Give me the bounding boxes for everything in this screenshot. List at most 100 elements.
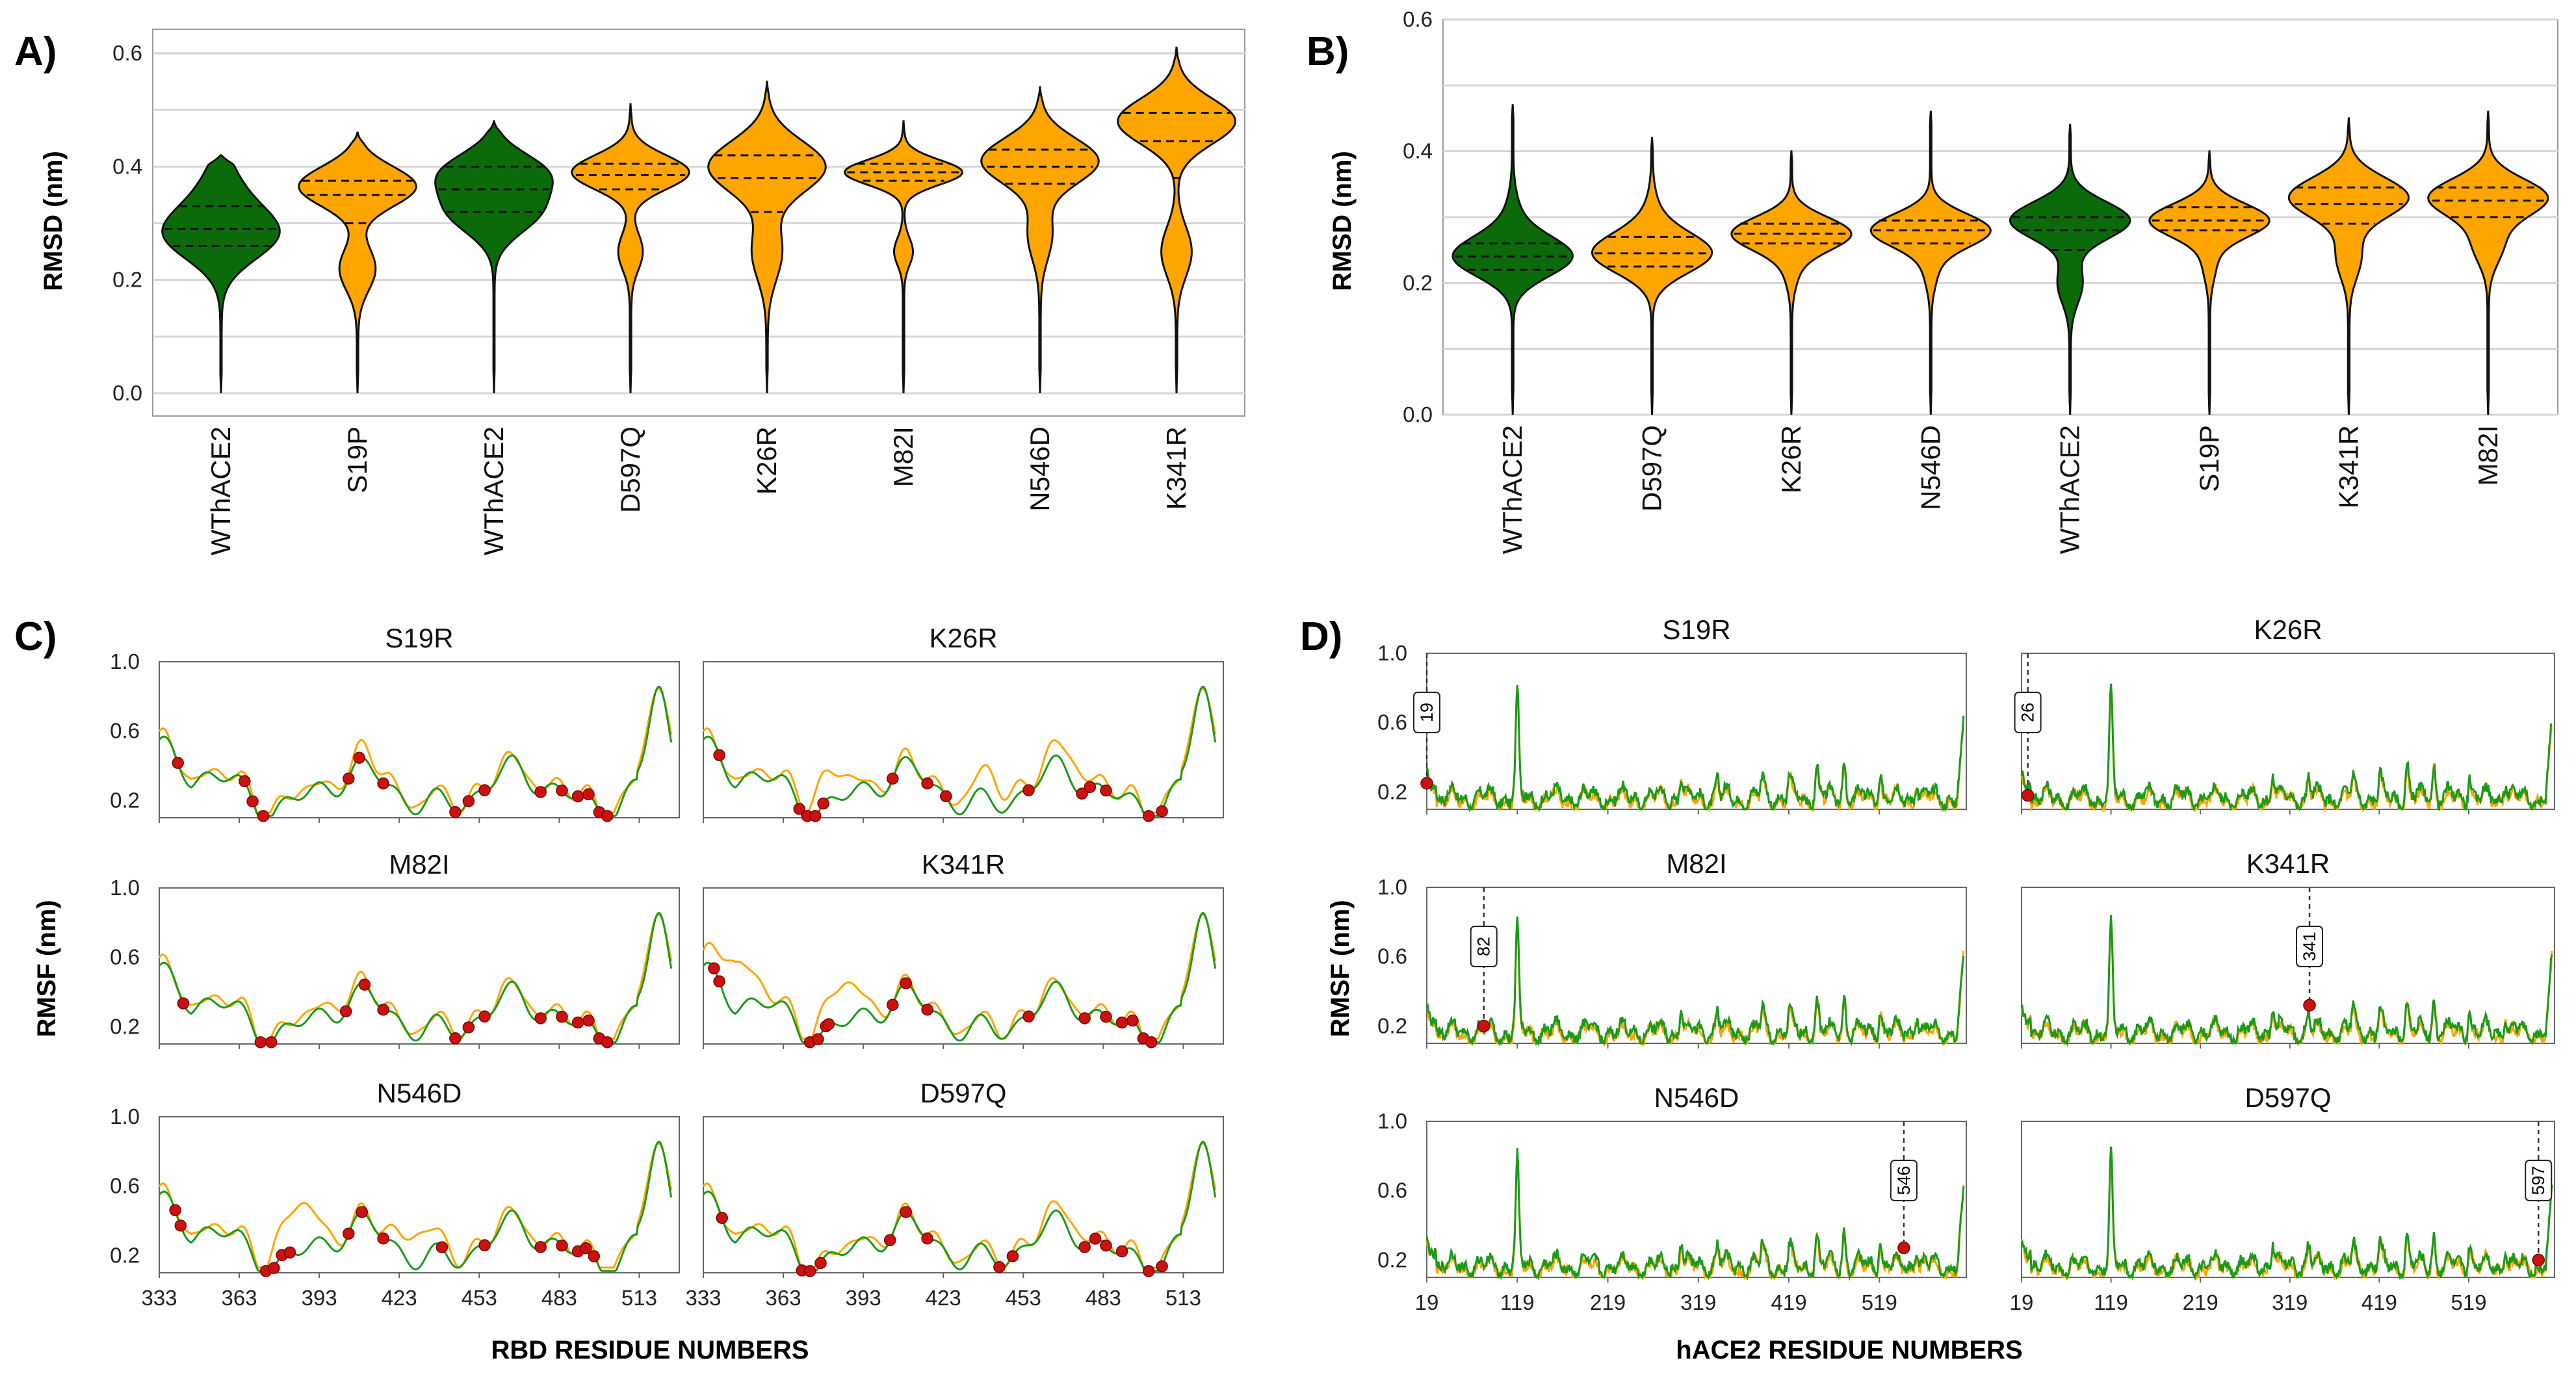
panel-c-ytick-label: 0.2 [110,1014,140,1038]
panel-c-interface-site-point [377,1003,389,1016]
panel-a-category-label: WThACE2 [478,426,509,555]
panel-b-category-label: D597Q [1637,425,1667,512]
panel-a-category-label: K341R [1161,426,1191,510]
panel-d-subplot-frame [1426,887,1967,1044]
panel-c-interface-site-point [339,1005,352,1018]
panel-c-interface-site-point [1145,1036,1158,1049]
panel-c-interface-site-point [356,1206,369,1218]
panel-d-subplot-frame [1426,1121,1967,1278]
panel-c-interface-site-point [588,1250,600,1262]
panel-c-interface-site-point [921,777,933,790]
panel-a-violin-n546d [980,86,1100,394]
panel-d-mutation-site-point [2532,1253,2545,1267]
panel-d-ytick-label: 0.2 [1377,1247,1407,1271]
panel-c-subplot-title: N546D [377,1078,462,1108]
panel-a-violin-s19p [298,131,417,394]
panel-c-xtick-label: 513 [1165,1286,1201,1310]
panel-c-interface-site-point [343,1227,355,1240]
panel-d-mutation-site-point [1420,777,1433,790]
panel-c-interface-site-point [1078,1241,1091,1253]
panel-c-interface-site-point [1126,1014,1139,1027]
panel-c-xlabel: RBD RESIDUE NUMBERS [491,1336,809,1364]
panel-c-ytick-label: 0.2 [110,788,140,812]
panel-c-interface-site-point [377,1232,389,1245]
panel-c-interface-site-point [1100,1239,1112,1252]
panel-c-interface-site-point [814,1257,827,1270]
panel-d-xtick-label: 19 [1415,1290,1439,1314]
panel-b-violin-n546d [1869,111,1992,415]
panel-c-interface-site-point [353,751,365,764]
panel-c-interface-site-point [601,810,614,822]
panel-d-xtick-label: 519 [1862,1290,1897,1314]
panel-d-ytick-label: 1.0 [1377,641,1407,665]
panel-c-interface-site-point [887,772,899,785]
panel-d-xtick-label: 419 [2361,1290,2397,1314]
panel-b-category-label: S19P [2194,425,2224,492]
panel-a-violin-chart: 0.0 0.2 0.4 0.6 WThACE2 S19P WThACE2 D597Q K26R M… [112,29,1245,555]
panel-c-interface-site-point [601,1036,614,1049]
panel-d-wt-series-line [2020,683,2553,813]
panel-d-xtick-label: 119 [2094,1290,2128,1314]
panel-c-interface-site-point [822,1018,835,1030]
panel-b-category-label: K26R [1776,425,1806,493]
panel-a-violin-wthace2 [434,120,554,394]
panel-d-wt-series-line [1425,684,1965,813]
panel-d-mutation-site-point [1477,1019,1490,1033]
panel-c-interface-site-point [713,975,725,987]
panel-d-wt-series-line [1425,1147,1965,1281]
panel-d-subplot-m82i: M82I 0.2 0.6 1.0 82 [1377,848,1967,1049]
panel-a-category-label: K26R [751,426,782,495]
panel-c-interface-site-point [283,1246,296,1259]
panel-c-ytick-label: 0.6 [110,945,140,969]
panel-a-violin-m82i [844,120,963,394]
panel-a-ytick-label: 0.2 [112,268,142,292]
panel-c-interface-site-point [478,1239,491,1251]
panel-d-subplot-frame [1426,653,1967,810]
panel-a-ytick-label: 0.4 [112,154,142,178]
panel-d-ytick-label: 0.6 [1377,1179,1407,1203]
panel-c-interface-site-point [174,1219,187,1232]
panel-d-site-callout-box [1890,1160,1918,1201]
panel-c-interface-site-point [582,1014,595,1027]
panel-d-subplot-frame [2021,887,2555,1044]
panel-label-a: A) [14,29,57,74]
panel-a-violin-d597q [571,103,690,394]
panel-c-mutant-series-line [702,913,1217,1040]
panel-d-xtick-label: 219 [1590,1290,1626,1314]
panel-d-site-callout-label: 546 [1894,1166,1914,1195]
panel-d-mutation-site-point [1897,1241,1910,1255]
panel-c-subplot-k341r: K341R [702,849,1224,1049]
panel-c-subplot-frame [159,661,680,818]
panel-d-subplot-frame [2021,653,2555,810]
panel-b-violin-s19p [2148,150,2270,415]
panel-a-ytick-label: 0.6 [112,41,142,65]
panel-c-interface-site-point [582,788,595,801]
panel-c-ytick-label: 1.0 [110,1104,140,1128]
panel-d-ytick-label: 0.6 [1377,711,1407,735]
panel-d-xtick-label: 19 [2010,1290,2034,1314]
panel-c-interface-site-point [883,1234,896,1247]
panel-c-wt-series-line [702,685,1217,817]
panel-d-subplot-s19r: S19R 0.2 0.6 1.0 19 [1377,614,1967,815]
panel-c-interface-site-point [1156,1260,1168,1273]
panel-d-xtick-label: 319 [1680,1290,1716,1314]
panel-c-interface-site-point [478,1010,491,1023]
panel-c-ytick-label: 1.0 [110,876,140,900]
panel-c-interface-site-point [1084,781,1097,793]
panel-d-subplot-frame [2021,1121,2555,1278]
panel-a-category-label: D597Q [615,426,645,513]
panel-c-xtick-label: 393 [302,1286,337,1310]
panel-c-interface-site-point [436,1241,449,1253]
panel-d-wt-series-line [2020,915,2553,1047]
panel-d-mutation-site-point [2021,789,2035,802]
panel-c-ytick-label: 0.2 [110,1243,140,1267]
panel-c-wt-series-line [702,1140,1217,1272]
panel-c-xtick-label: 393 [846,1286,881,1310]
panel-d-subplot-n546d: N546D 0.2 0.6 1.0 19 119 219 319 419 519 546 [1377,1082,1967,1314]
panel-c-mutant-series-line [158,687,673,814]
panel-b-category-label: WThACE2 [1497,425,1528,554]
panel-c-xtick-label: 333 [685,1286,721,1310]
panel-a-ylabel: RMSD (nm) [39,151,68,291]
panel-c-interface-site-point [534,786,547,798]
panel-c-subplot-frame [703,661,1224,818]
